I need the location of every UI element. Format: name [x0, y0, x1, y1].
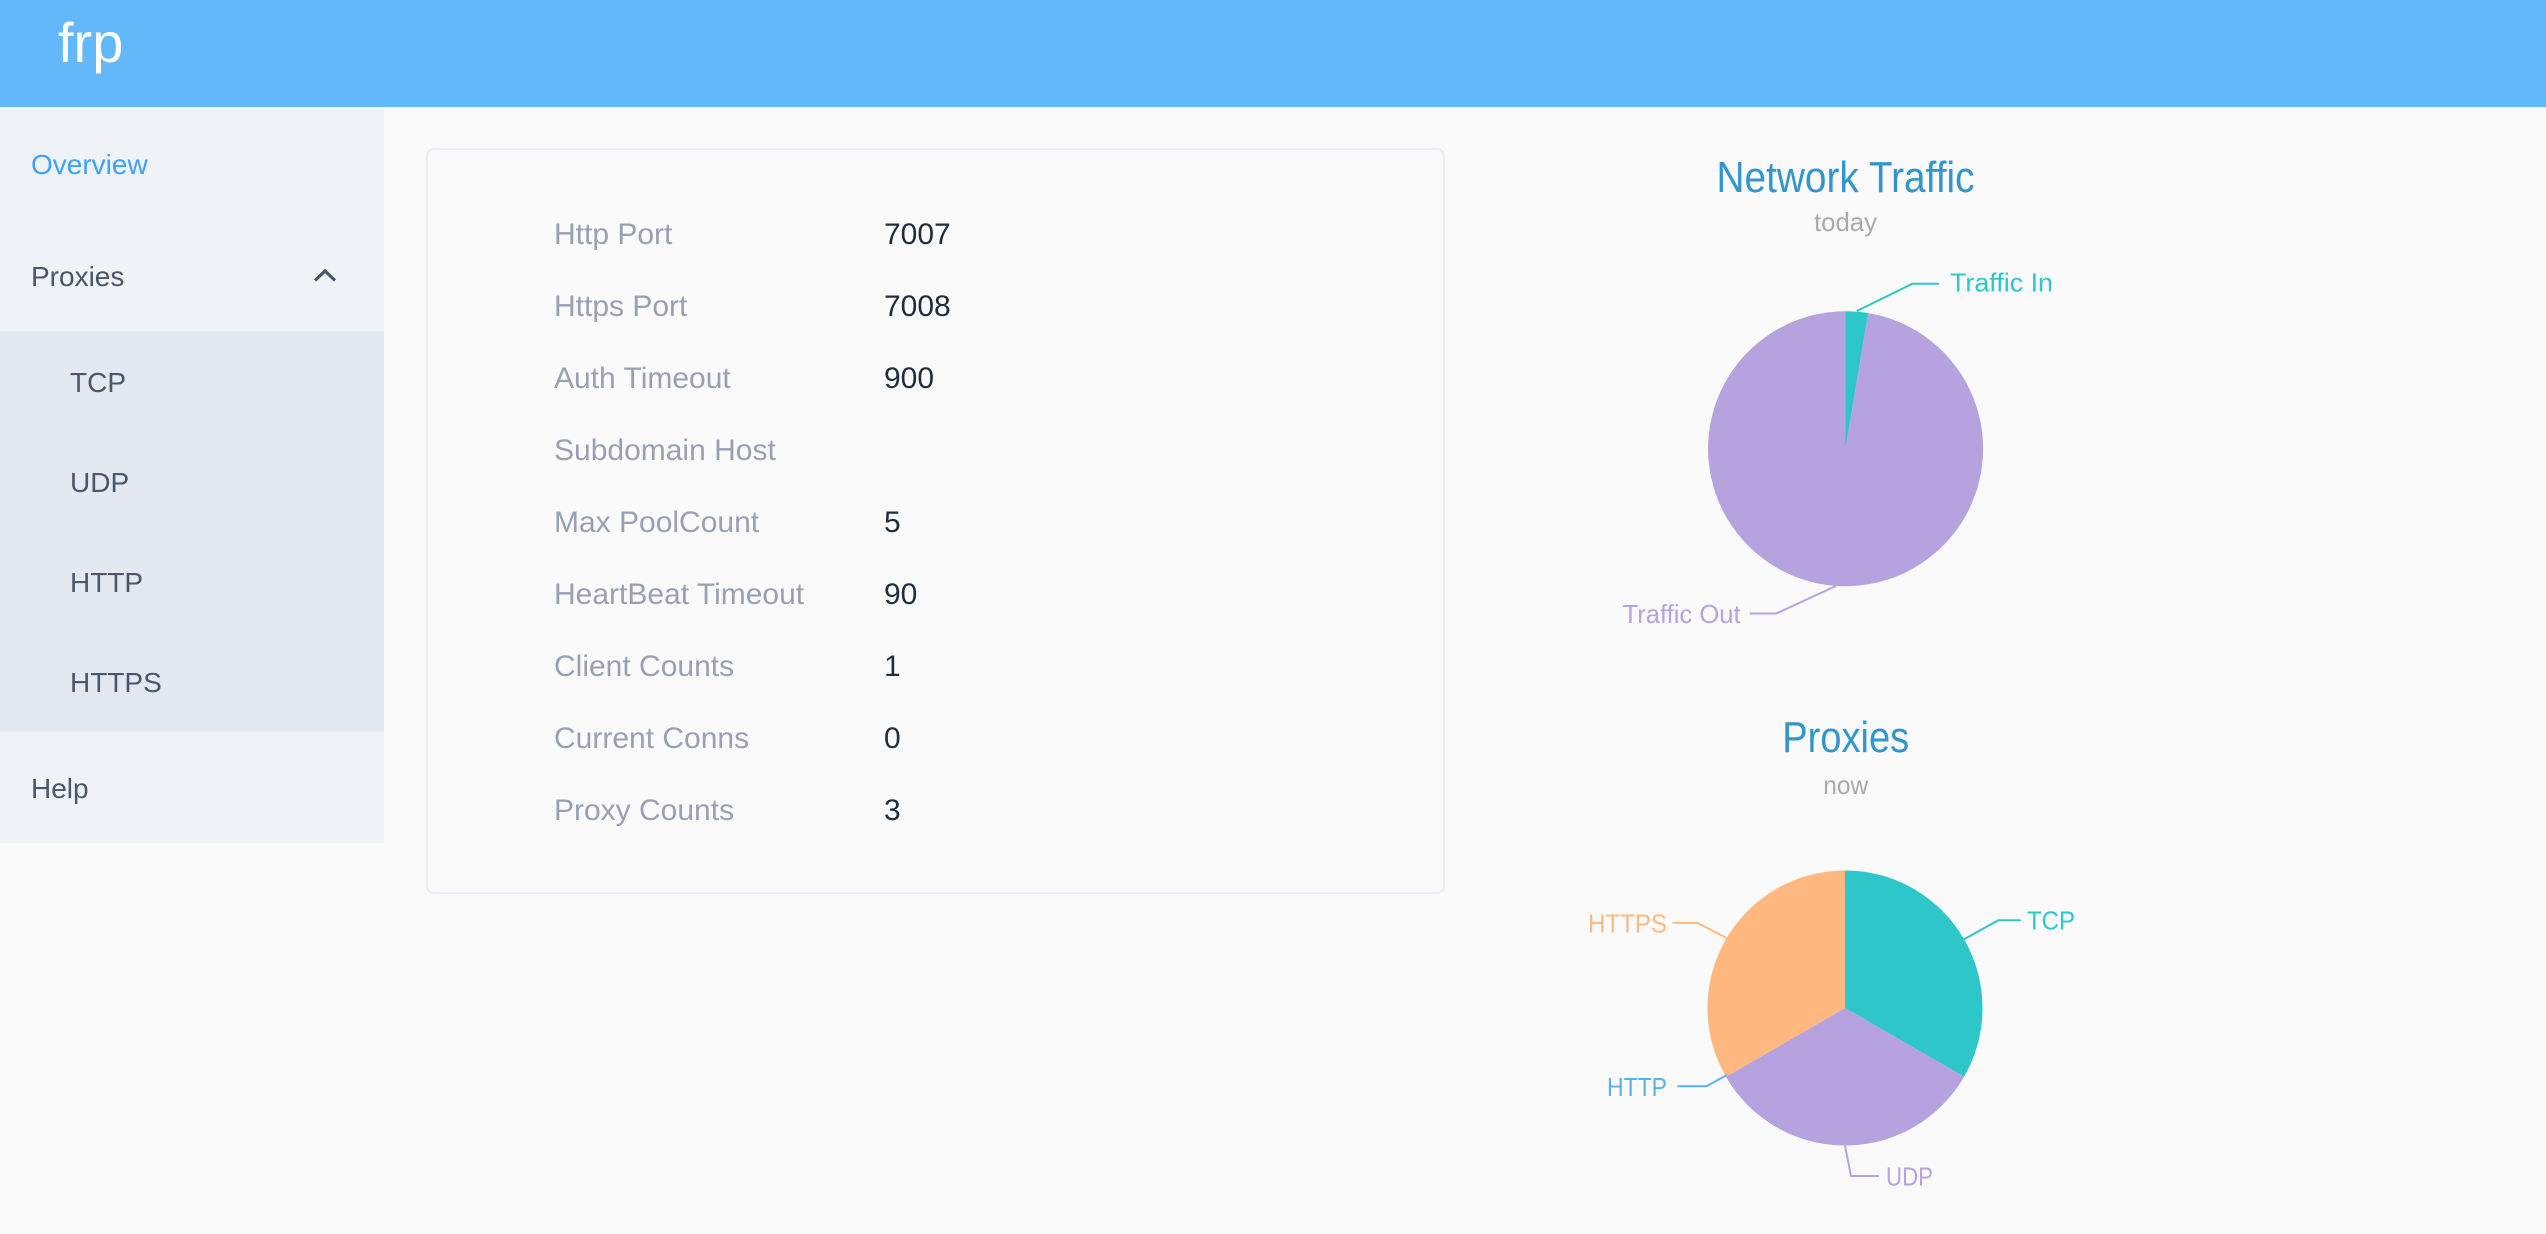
svg-text:Traffic Out: Traffic Out	[1623, 599, 1742, 629]
svg-text:Network Traffic: Network Traffic	[1717, 153, 1975, 202]
svg-text:today: today	[1814, 207, 1877, 237]
svg-text:HTTPS: HTTPS	[1588, 908, 1667, 938]
svg-text:now: now	[1823, 770, 1868, 800]
svg-text:Traffic In: Traffic In	[1950, 267, 2053, 297]
svg-text:Proxies: Proxies	[1782, 713, 1909, 762]
svg-text:HTTP: HTTP	[1607, 1072, 1667, 1102]
svg-text:TCP: TCP	[2027, 906, 2075, 936]
svg-text:UDP: UDP	[1886, 1162, 1933, 1192]
